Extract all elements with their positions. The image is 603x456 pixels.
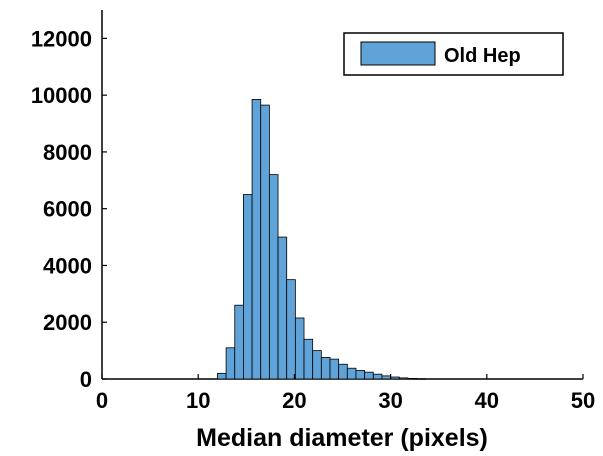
x-tick-label: 20 [282, 388, 306, 413]
histogram-bar [225, 347, 236, 380]
legend-swatch [360, 41, 436, 66]
bars-group [217, 99, 426, 380]
y-ticks-group: 0 2000 4000 6000 8000 10000 12000 [31, 26, 107, 392]
y-tick-label: 2000 [43, 310, 92, 335]
histogram-bar [286, 279, 296, 380]
x-tick-label: 50 [571, 388, 595, 413]
histogram-bar [372, 373, 383, 380]
histogram-bar [390, 376, 400, 380]
histogram-bar [416, 378, 426, 380]
histogram-bar [346, 367, 357, 380]
histogram-bar [329, 358, 340, 380]
histogram-bar [217, 372, 227, 380]
histogram-bar [260, 104, 270, 380]
histogram-bar [277, 236, 288, 380]
x-tick-label: 0 [96, 388, 108, 413]
histogram-bar [303, 338, 314, 380]
y-tick-label: 8000 [43, 140, 92, 165]
y-tick-label: 0 [80, 367, 92, 392]
x-ticks-group: 0 10 20 30 40 50 [96, 374, 595, 413]
histogram-bar [381, 375, 391, 380]
histogram-bar [234, 304, 244, 380]
legend: Old Hep [343, 32, 564, 76]
y-tick-label: 4000 [43, 253, 92, 278]
histogram-bar [407, 378, 417, 380]
x-tick-label: 10 [186, 388, 210, 413]
histogram-bar [364, 371, 374, 380]
histogram-bar [268, 174, 279, 380]
y-tick-label: 6000 [43, 197, 92, 222]
legend-label: Old Hep [444, 45, 521, 67]
y-tick-label: 10000 [31, 83, 92, 108]
histogram-bar [398, 377, 409, 380]
histogram-bar [243, 194, 253, 380]
histogram-bar [320, 357, 331, 380]
histogram-bar [338, 363, 348, 380]
histogram-bar [294, 317, 305, 380]
x-axis-label: Median diameter (pixels) [196, 424, 488, 452]
histogram-bar [355, 370, 366, 380]
histogram-bar [251, 99, 262, 380]
x-tick-label: 30 [378, 388, 402, 413]
y-tick-label: 12000 [31, 26, 92, 51]
x-tick-label: 40 [475, 388, 499, 413]
histogram-bar [312, 350, 322, 380]
